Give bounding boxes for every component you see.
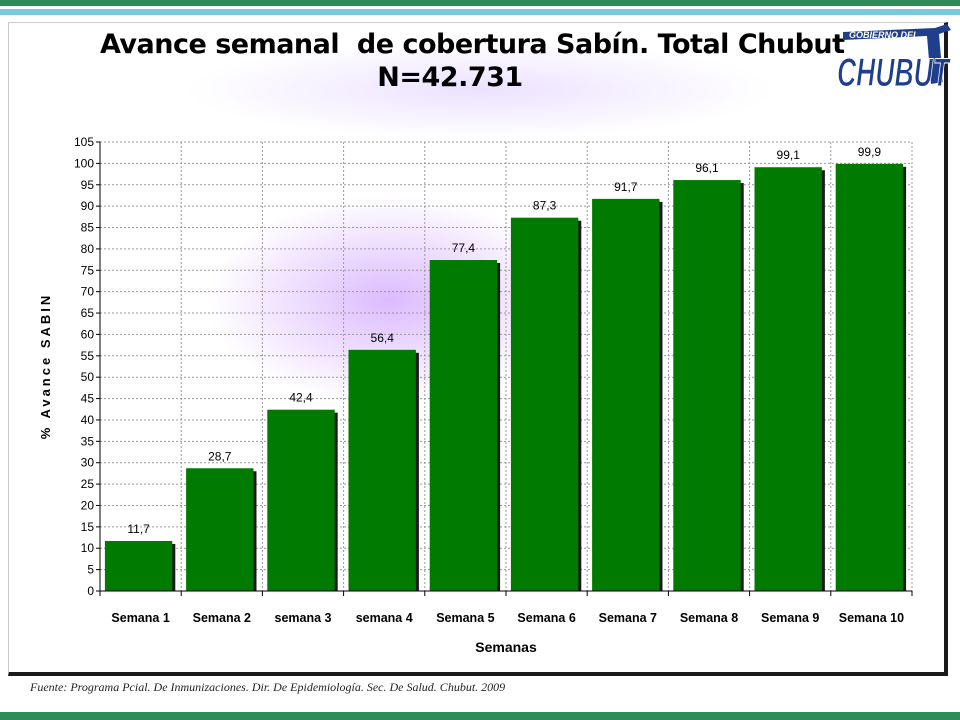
bar: [267, 409, 335, 591]
y-tick-label: 100: [74, 156, 94, 170]
data-label: 99,1: [777, 148, 801, 162]
y-axis-ticks: 0 5 10 15 20 25 30 35 40 45 50 55 60 65 70 75 80 85 90 95 10…: [74, 135, 100, 598]
bar: [592, 198, 660, 591]
y-tick-label: 35: [81, 434, 95, 448]
x-tick-label: Semana 9: [761, 611, 819, 625]
x-tick-label: Semana 10: [839, 611, 904, 625]
chart-subtitle: N=42.731: [377, 62, 523, 93]
bottom-decorative-stripe: [0, 712, 960, 720]
y-tick-label: 10: [81, 541, 95, 555]
source-note: Fuente: Programa Pcial. De Inmunizacione…: [30, 680, 506, 694]
x-tick-label: Semana 7: [599, 611, 657, 625]
y-tick-label: 45: [81, 392, 95, 406]
bar: [835, 163, 904, 591]
x-tick-label: Semana 6: [517, 611, 575, 625]
logo-banner-shape: [843, 24, 951, 84]
x-tick-label: Semana 1: [111, 611, 169, 625]
y-tick-label: 90: [81, 199, 95, 213]
y-axis-label: % Avance SABIN: [38, 293, 53, 440]
y-tick-label: 50: [81, 370, 95, 384]
x-tick-label: Semana 2: [193, 611, 251, 625]
bar: [348, 349, 416, 591]
data-label: 56,4: [371, 331, 395, 345]
data-label: 42,4: [289, 391, 313, 405]
chart-title-block: Avance semanal de cobertura Sabín. Total…: [100, 28, 845, 94]
data-label: 87,3: [533, 199, 557, 213]
bars: [104, 163, 907, 591]
bar: [673, 180, 741, 591]
y-tick-label: 40: [81, 413, 95, 427]
data-label: 99,9: [858, 145, 882, 159]
data-label: 11,7: [127, 522, 150, 536]
data-label: 96,1: [695, 161, 719, 175]
data-labels: 11,7 28,7 42,4 56,4 77,4 87,3 91,7 96,1 99,1 99,9: [127, 145, 881, 536]
x-tick-label: semana 3: [275, 611, 332, 625]
gobierno-chubut-logo: GOBIERNO DEL CHUBUT: [837, 24, 952, 92]
x-tick-label: semana 4: [356, 611, 413, 625]
y-tick-label: 15: [81, 520, 95, 534]
y-tick-label: 70: [81, 285, 95, 299]
x-tick-label: Semana 8: [680, 611, 738, 625]
y-tick-label: 55: [81, 349, 95, 363]
y-tick-label: 30: [81, 456, 95, 470]
y-tick-label: 0: [87, 584, 94, 598]
data-label: 91,7: [614, 180, 638, 194]
y-tick-label: 65: [81, 306, 95, 320]
y-tick-label: 60: [81, 327, 95, 341]
bar: [510, 217, 579, 591]
x-axis-ticks: Semana 1 Semana 2 semana 3 semana 4 Semana 5…: [99, 591, 913, 625]
bar: [754, 167, 822, 591]
y-tick-label: 105: [74, 135, 94, 149]
y-tick-label: 80: [81, 242, 95, 256]
y-tick-label: 25: [81, 477, 95, 491]
data-label: 28,7: [208, 449, 232, 463]
chart-title: Avance semanal de cobertura Sabín. Total…: [100, 29, 845, 60]
y-tick-label: 85: [81, 221, 95, 235]
y-tick-label: 75: [81, 263, 95, 277]
bar: [186, 468, 254, 591]
bar: [104, 540, 173, 591]
x-axis-label: Semanas: [475, 639, 537, 655]
y-tick-label: 5: [87, 563, 94, 577]
bar: [429, 260, 498, 591]
y-tick-label: 20: [81, 498, 95, 512]
logo-line1: GOBIERNO DEL: [849, 30, 919, 40]
y-tick-label: 95: [81, 178, 95, 192]
x-tick-label: Semana 5: [436, 611, 494, 625]
data-label: 77,4: [452, 241, 476, 255]
logo-line2: CHUBUT: [837, 51, 951, 92]
